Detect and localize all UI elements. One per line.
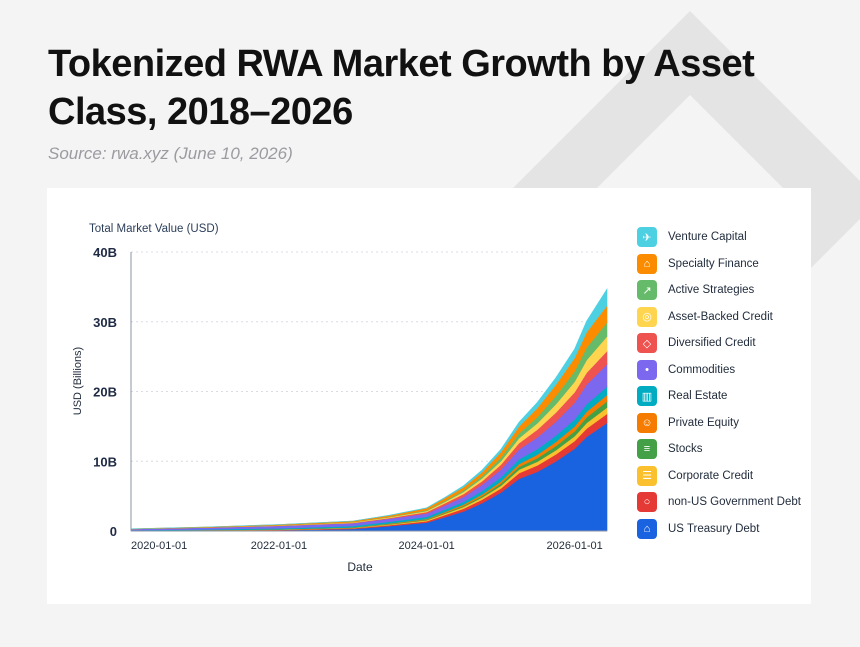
y-tick-label: 10B <box>93 454 117 469</box>
legend-item: ☰ Corporate Credit <box>637 463 807 490</box>
page-title: Tokenized RWA Market Growth by Asset Cla… <box>48 43 755 133</box>
legend-item: ↗ Active Strategies <box>637 277 807 304</box>
chart-legend: ✈ Venture Capital ⌂ Specialty Finance ↗ Activ… <box>637 224 807 542</box>
area-series-venture-capital <box>130 287 608 530</box>
legend-label: Asset-Backed Credit <box>668 310 773 323</box>
y-tick-label: 0 <box>110 524 117 539</box>
x-tick-label: 2022-01-01 <box>251 540 307 552</box>
legend-item: ⌂ US Treasury Debt <box>637 516 807 543</box>
legend-label: US Treasury Debt <box>668 522 760 535</box>
area-series-group <box>130 287 608 532</box>
legend-label: Private Equity <box>668 416 739 429</box>
legend-label: non-US Government Debt <box>668 496 801 509</box>
coins-icon: ◎ <box>637 306 657 327</box>
chart-card: Total Market Value (USD) 0 10B 20B 30B 40B 20… <box>47 188 811 604</box>
bank-icon: ⌂ <box>637 518 657 539</box>
legend-label: Real Estate <box>668 390 728 403</box>
y-tick-label: 40B <box>93 245 117 260</box>
droplet-icon: • <box>637 359 657 380</box>
building-icon: ▥ <box>637 386 657 407</box>
legend-item: ☺ Private Equity <box>637 410 807 437</box>
x-tick-label: 2020-01-01 <box>131 540 187 552</box>
institution-icon: ⌂ <box>637 253 657 274</box>
chart-header-label: Total Market Value (USD) <box>89 223 219 235</box>
legend-item: ○ non-US Government Debt <box>637 489 807 516</box>
shield-icon: ◇ <box>637 333 657 354</box>
y-tick-label: 20B <box>93 385 117 400</box>
legend-item: ≡ Stocks <box>637 436 807 463</box>
legend-item: ◎ Asset-Backed Credit <box>637 304 807 331</box>
x-axis-label: Date <box>347 560 373 574</box>
legend-label: Commodities <box>668 363 736 376</box>
stacked-area-chart: Total Market Value (USD) 0 10B 20B 30B 40B 20… <box>72 223 608 574</box>
legend-item: ▥ Real Estate <box>637 383 807 410</box>
legend-item: • Commodities <box>637 357 807 384</box>
trend-icon: ↗ <box>637 280 657 301</box>
document-icon: ☰ <box>637 465 657 486</box>
page-subtitle: Source: rwa.xyz (June 10, 2026) <box>48 144 293 163</box>
people-icon: ☺ <box>637 412 657 433</box>
x-tick-label: 2026-01-01 <box>546 540 602 552</box>
globe-icon: ○ <box>637 492 657 513</box>
legend-label: Diversified Credit <box>668 337 756 350</box>
legend-label: Venture Capital <box>668 231 747 244</box>
legend-label: Specialty Finance <box>668 257 759 270</box>
legend-item: ⌂ Specialty Finance <box>637 251 807 278</box>
y-tick-label: 30B <box>93 315 117 330</box>
bar-chart-icon: ≡ <box>637 439 657 460</box>
y-axis-label: USD (Billions) <box>72 347 84 415</box>
x-tick-label: 2024-01-01 <box>399 540 455 552</box>
axes-group: 0 10B 20B 30B 40B 2020-01-01 2022-01-01 2024-01… <box>93 245 607 552</box>
legend-label: Stocks <box>668 443 703 456</box>
rocket-icon: ✈ <box>637 227 657 248</box>
legend-label: Corporate Credit <box>668 469 754 482</box>
legend-label: Active Strategies <box>668 284 755 297</box>
legend-item: ✈ Venture Capital <box>637 224 807 251</box>
legend-item: ◇ Diversified Credit <box>637 330 807 357</box>
